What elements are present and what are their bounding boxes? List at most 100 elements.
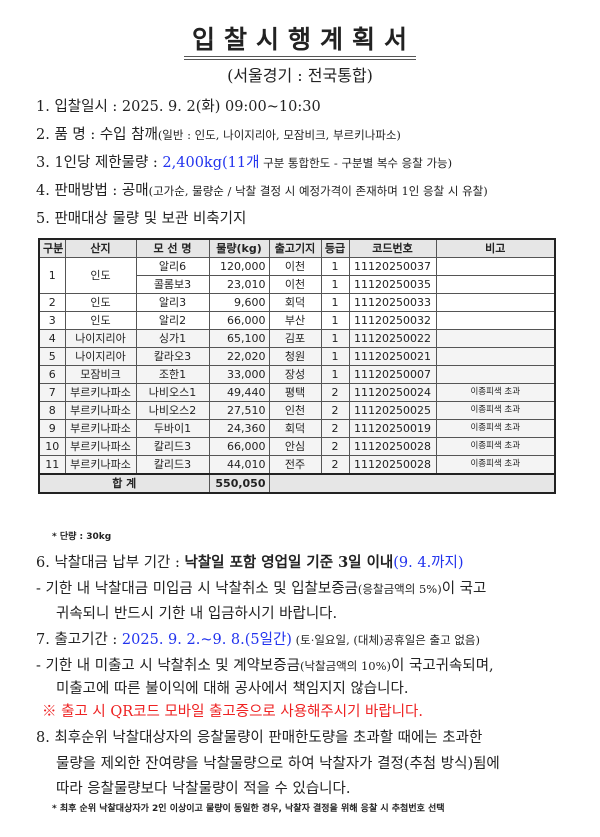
grade-cell: 1 [320, 365, 350, 384]
code-cell: 11120250019 [348, 419, 437, 438]
section-5-heading: 5. 판매대상 물량 및 보관 비축기지 [36, 211, 247, 227]
grade-cell: 2 [320, 401, 350, 420]
code-cell: 11120250037 [348, 257, 437, 276]
page-title: 입찰시행계획서 [0, 26, 600, 60]
release-period: 7. 출고기간 : 2025. 9. 2.~9. 8.(5일간) (토·일요일,… [36, 632, 480, 648]
quantity-limit: 3. 1인당 제한물량 : 2,400kg(11개 구분 통합한도 - 구분별 … [36, 155, 453, 171]
sale-method: 4. 판매방법 : 공매(고가순, 물량순 / 낙찰 결정 시 예정가격이 존재… [36, 183, 488, 199]
base-cell: 이천 [268, 275, 322, 294]
origin: 인도 [64, 257, 137, 294]
qty-cell: 27,510 [208, 401, 270, 420]
grade-cell: 1 [320, 311, 350, 330]
note-cell [435, 293, 556, 312]
base-cell: 전주 [268, 455, 322, 475]
origin: 부르키나파소 [64, 455, 137, 475]
code-cell: 11120250032 [348, 311, 437, 330]
row-number: 4 [38, 329, 66, 348]
row-number: 8 [38, 401, 66, 420]
grade-cell: 1 [320, 257, 350, 276]
note-cell: 이종피색 초과 [435, 455, 556, 475]
origin: 나이지리아 [64, 347, 137, 366]
column-header: 출고기지 [268, 238, 322, 258]
grade-cell: 2 [320, 383, 350, 402]
table-row: 9 부르키나파소 두바이1 24,360 회덕 2 11120250019 이종피색 초과 [38, 419, 556, 438]
total-empty [268, 473, 556, 494]
release-note: - 기한 내 미출고 시 낙찰취소 및 계약보증금(낙찰금액의 10%)이 국고… [36, 658, 494, 674]
grade-cell: 1 [320, 275, 350, 294]
vessel-cell: 칼리드3 [135, 455, 210, 475]
vessel-cell: 칼라오3 [135, 347, 210, 366]
note-cell [435, 347, 556, 366]
row-number: 9 [38, 419, 66, 438]
column-header: 구분 [38, 238, 66, 258]
note-cell [435, 365, 556, 384]
qty-cell: 9,600 [208, 293, 270, 312]
subtitle: (서울경기 : 전국통합) [227, 66, 373, 85]
table-row: 4 나이지리아 싱가1 65,100 김포 1 11120250022 [38, 329, 556, 348]
item-name: 2. 품 명 : 수입 참깨(일반 : 인도, 나이지리아, 모잠비크, 부르키… [36, 127, 401, 143]
base-cell: 부산 [268, 311, 322, 330]
table-row: 7 부르키나파소 나비오스1 49,440 평택 2 11120250024 이종피색 초과 [38, 383, 556, 402]
origin: 부르키나파소 [64, 437, 137, 456]
origin: 부르키나파소 [64, 401, 137, 420]
table-row: 10 부르키나파소 칼리드3 66,000 안심 2 11120250028 이종피색 초과 [38, 437, 556, 456]
vessel-cell: 칼리드3 [135, 437, 210, 456]
vessel-cell: 나비오스1 [135, 383, 210, 402]
footnote: * 최후 순위 낙찰대상자가 2인 이상이고 물량이 동일한 경우, 낙찰자 결… [52, 804, 445, 814]
vessel-cell: 콜롬보3 [135, 275, 210, 294]
qty-cell: 65,100 [208, 329, 270, 348]
section-8-line1: 8. 최후순위 낙찰대상자의 응찰물량이 판매한도량을 초과할 때에는 초과한 [36, 730, 483, 746]
table-row: 8 부르키나파소 나비오스2 27,510 인천 2 11120250025 이종피색 초과 [38, 401, 556, 420]
qty-cell: 24,360 [208, 419, 270, 438]
table-row: 5 나이지리아 칼라오3 22,020 청원 1 11120250021 [38, 347, 556, 366]
payment-note: - 기한 내 낙찰대금 미입금 시 낙찰취소 및 입찰보증금(응찰금액의 5%)… [36, 581, 487, 597]
total-qty: 550,050 [208, 473, 270, 494]
column-header: 물량(kg) [208, 238, 270, 258]
vessel-cell: 알리3 [135, 293, 210, 312]
vessel-cell: 두바이1 [135, 419, 210, 438]
row-number: 10 [38, 437, 66, 456]
total-label: 합 계 [38, 473, 210, 494]
code-cell: 11120250035 [348, 275, 437, 294]
column-header: 비고 [435, 238, 556, 258]
grade-cell: 2 [320, 419, 350, 438]
row-number: 3 [38, 311, 66, 330]
qty-cell: 49,440 [208, 383, 270, 402]
code-cell: 11120250028 [348, 455, 437, 475]
qty-cell: 66,000 [208, 311, 270, 330]
column-header: 등급 [320, 238, 350, 258]
qty-cell: 22,020 [208, 347, 270, 366]
column-header: 코드번호 [348, 238, 437, 258]
note-cell: 이종피색 초과 [435, 419, 556, 438]
base-cell: 회덕 [268, 419, 322, 438]
table-row: 3 인도 알리2 66,000 부산 1 11120250032 [38, 311, 556, 330]
base-cell: 청원 [268, 347, 322, 366]
qty-cell: 44,010 [208, 455, 270, 475]
release-note-cont: 미출고에 따른 불이익에 대해 공사에서 책임지지 않습니다. [56, 681, 409, 697]
grade-cell: 1 [320, 347, 350, 366]
section-8-line3: 따라 응찰물량보다 낙찰물량이 적을 수 있습니다. [56, 781, 351, 797]
qty-cell: 66,000 [208, 437, 270, 456]
code-cell: 11120250028 [348, 437, 437, 456]
table-row: 2 인도 알리3 9,600 회덕 1 11120250033 [38, 293, 556, 312]
grade-cell: 2 [320, 437, 350, 456]
row-number: 1 [38, 257, 66, 294]
table-row: 1 인도 알리6 120,000 이천 1 11120250037 [38, 257, 556, 294]
vessel-cell: 알리2 [135, 311, 210, 330]
base-cell: 이천 [268, 257, 322, 276]
table-row: 11 부르키나파소 칼리드3 44,010 전주 2 11120250028 이종피색 초과 [38, 455, 556, 475]
base-cell: 회덕 [268, 293, 322, 312]
qty-cell: 33,000 [208, 365, 270, 384]
column-header: 모 선 명 [135, 238, 210, 258]
column-header: 산지 [64, 238, 137, 258]
code-cell: 11120250022 [348, 329, 437, 348]
code-cell: 11120250025 [348, 401, 437, 420]
grade-cell: 1 [320, 329, 350, 348]
origin: 인도 [64, 311, 137, 330]
code-cell: 11120250021 [348, 347, 437, 366]
table-row: 6 모잠비크 조한1 33,000 장성 1 11120250007 [38, 365, 556, 384]
vessel-cell: 싱가1 [135, 329, 210, 348]
code-cell: 11120250024 [348, 383, 437, 402]
code-cell: 11120250033 [348, 293, 437, 312]
origin: 부르키나파소 [64, 383, 137, 402]
